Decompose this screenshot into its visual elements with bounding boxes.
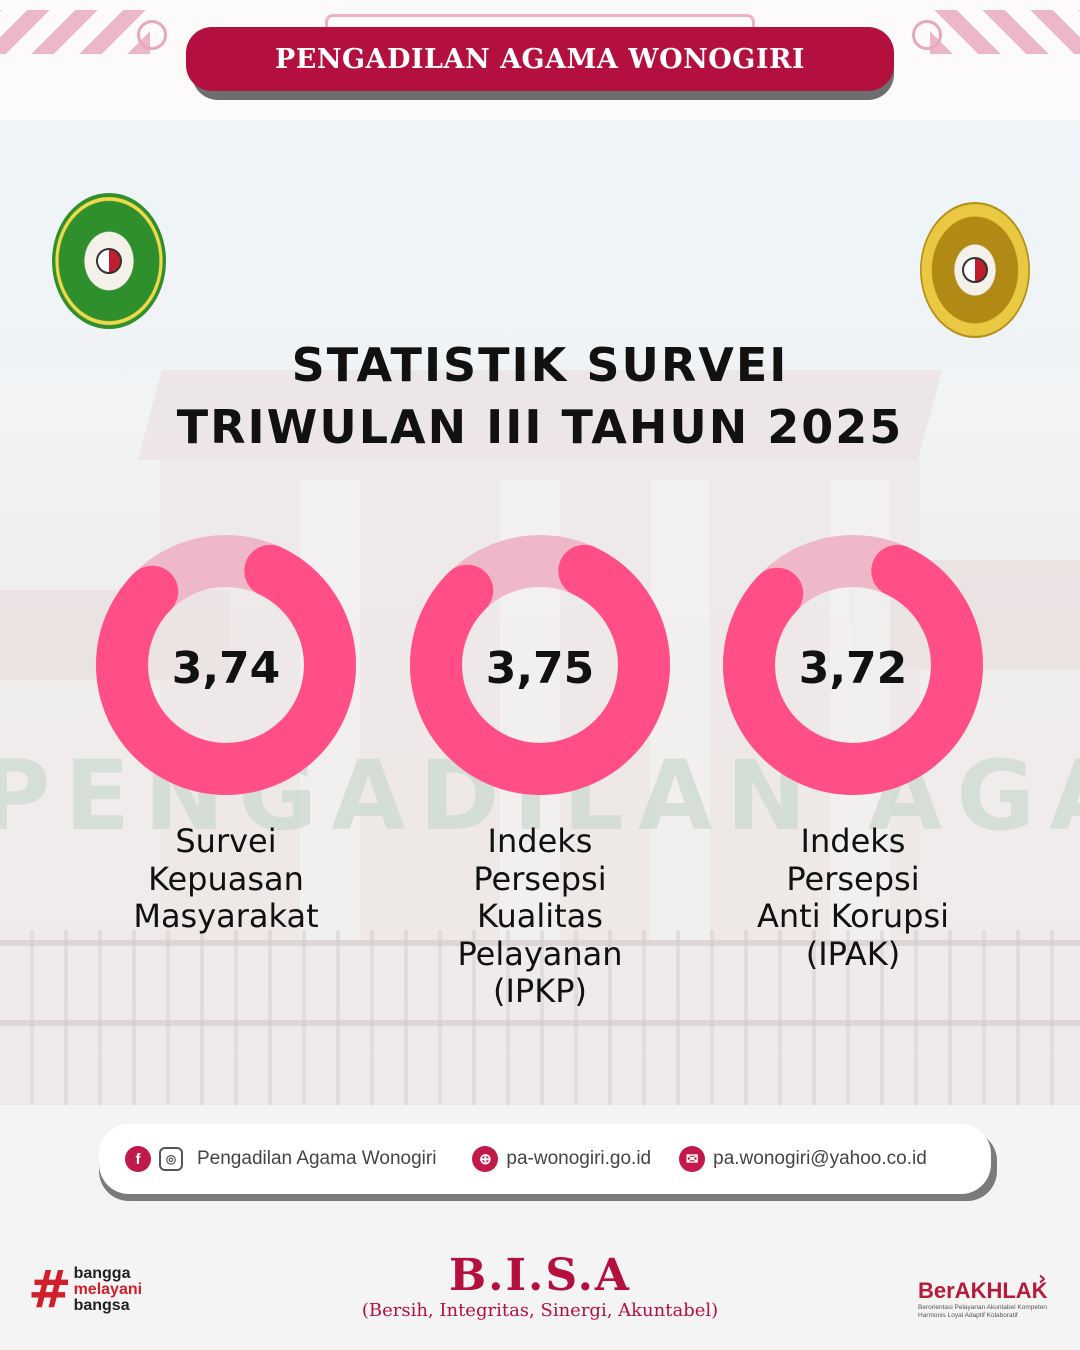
donut-arc [96,535,356,795]
motto-expanded: (Bersih, Integritas, Sinergi, Akuntabel) [361,1300,719,1321]
berakhlak-logo: › BerAKHLAK Berorientasi Pelayanan Akunt… [918,1266,1048,1319]
globe-icon: ⊕ [472,1146,499,1172]
metric-label: Survei Kepuasan Masyarakat [133,822,319,935]
donut-chart [410,535,670,795]
stripe-decoration [930,10,1080,54]
chevron-right-icon: › [1038,1266,1047,1290]
metric-value: 3,74 [171,643,281,694]
metric-label: Indeks Persepsi Anti Korupsi (IPAK) [756,822,950,973]
email-contact[interactable]: ✉ pa.wonogiri@yahoo.co.id [679,1146,927,1172]
motto: B.I.S.A [448,1250,632,1301]
donut-arc [723,535,983,795]
institution-name: PENGADILAN AGAMA WONOGIRI [274,43,806,75]
pengadilan-agama-seal-icon [52,193,166,329]
mahkamah-agung-seal-icon [920,202,1030,338]
social-handle: Pengadilan Agama Wonogiri [197,1148,437,1169]
bangga-melayani-bangsa-logo: # bangga melayani bangsa [28,1260,143,1320]
ring-decoration [137,20,167,50]
donut-chart [96,535,356,795]
metric-card-skm: 3,74 Survei Kepuasan Masyarakat [66,535,386,935]
page-subtitle: TRIWULAN III TAHUN 2025 [176,400,904,454]
frame-decoration [325,14,755,30]
metric-card-ipak: 3,72 Indeks Persepsi Anti Korupsi (IPAK) [693,535,1013,972]
metric-value: 3,72 [798,643,908,694]
ring-decoration [912,20,942,50]
social-contact[interactable]: f ◎ Pengadilan Agama Wonogiri [125,1146,436,1172]
fence [0,930,1080,1105]
top-band [0,0,1080,120]
facebook-icon: f [125,1146,151,1172]
email-link: pa.wonogiri@yahoo.co.id [713,1148,927,1169]
instagram-icon: ◎ [159,1147,183,1171]
website-contact[interactable]: ⊕ pa-wonogiri.go.id [472,1146,651,1172]
donut-chart [723,535,983,795]
mail-icon: ✉ [679,1146,706,1172]
donut-arc [410,535,670,795]
stripe-decoration [0,10,150,54]
page-title: STATISTIK SURVEI [291,338,789,392]
metric-label: Indeks Persepsi Kualitas Pelayanan (IPKP… [457,822,623,1010]
contact-bar: f ◎ Pengadilan Agama Wonogiri ⊕ pa-wonog… [99,1124,991,1194]
website-link: pa-wonogiri.go.id [506,1148,652,1169]
metric-value: 3,75 [485,643,595,694]
metric-card-ipkp: 3,75 Indeks Persepsi Kualitas Pelayanan … [380,535,700,1010]
institution-banner: PENGADILAN AGAMA WONOGIRI [186,27,894,91]
